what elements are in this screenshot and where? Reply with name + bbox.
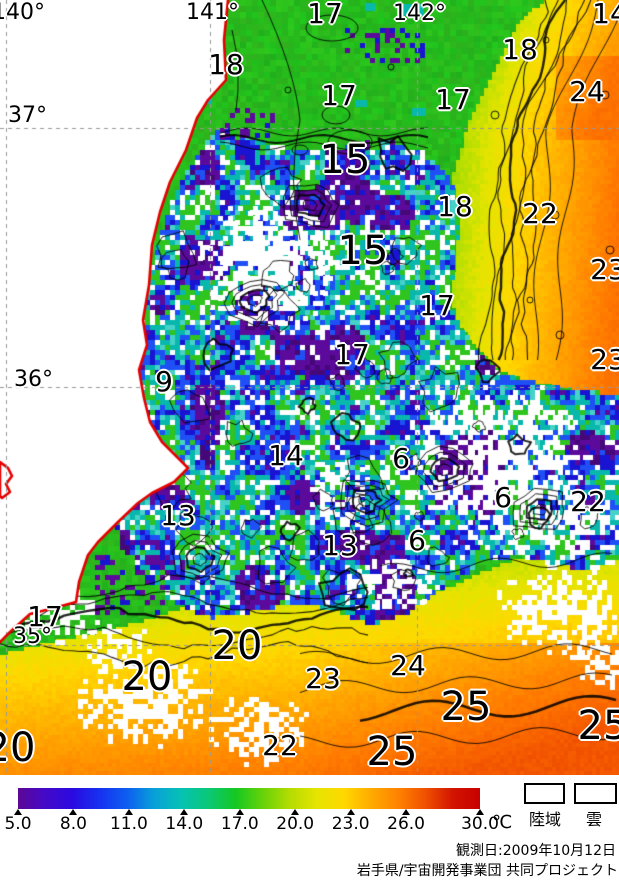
scale-tick-marker bbox=[476, 809, 484, 815]
scale-tick-marker bbox=[180, 809, 189, 815]
legend-land-label: 陸域 bbox=[528, 810, 562, 829]
scale-tick-label: 14.0 bbox=[165, 814, 204, 834]
scale-tick-marker bbox=[402, 809, 411, 815]
scale-tick-marker bbox=[346, 809, 355, 815]
sst-map: 140°141°142°37°36°35°1714181824171715182… bbox=[0, 0, 619, 775]
legend-cloud-label: 雲 bbox=[585, 810, 603, 829]
scale-tick-label: 26.0 bbox=[387, 814, 426, 834]
scale-tick-marker bbox=[69, 809, 78, 815]
scale-tick-marker bbox=[235, 809, 244, 815]
scale-tick-label: 30.0 bbox=[461, 814, 499, 834]
scale-tick-label: 17.0 bbox=[220, 814, 259, 834]
scale-tick-marker bbox=[124, 809, 133, 815]
legend-land-swatch bbox=[524, 783, 565, 804]
project-credit: 岩手県/宇宙開発事業団 共同プロジェクト bbox=[356, 863, 618, 879]
scale-tick-label: 23.0 bbox=[331, 814, 370, 834]
scale-tick-label: 5.0 bbox=[4, 814, 32, 834]
sst-raster-image bbox=[0, 0, 619, 775]
temperature-scale-bar bbox=[18, 788, 480, 809]
scale-tick-label: 11.0 bbox=[109, 814, 148, 834]
legend-cloud-swatch bbox=[574, 783, 617, 804]
scale-tick-marker bbox=[291, 809, 300, 815]
scale-tick-marker bbox=[14, 809, 22, 815]
scale-tick-label: 20.0 bbox=[276, 814, 315, 834]
temperature-unit-label: ℃ bbox=[492, 812, 513, 833]
scale-tick-label: 8.0 bbox=[59, 814, 87, 834]
observation-date: 観測日:2009年10月12日 bbox=[456, 843, 616, 859]
